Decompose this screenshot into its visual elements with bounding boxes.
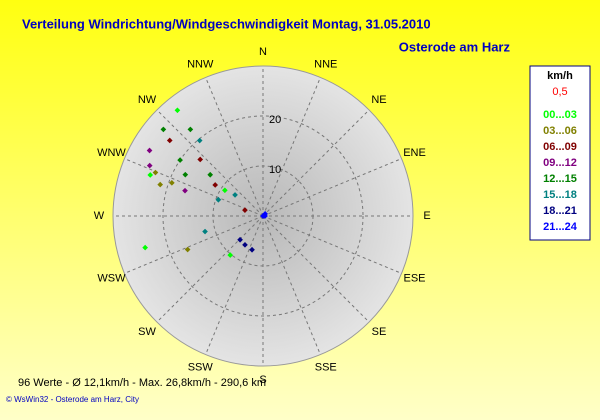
spoke <box>205 77 264 217</box>
direction-label: ESE <box>404 273 426 285</box>
spoke <box>262 215 370 323</box>
point <box>232 192 238 198</box>
direction-label: SE <box>372 326 387 338</box>
point <box>187 126 194 133</box>
legend-entry: 06...09 <box>543 141 577 153</box>
point <box>166 137 173 144</box>
legend <box>529 65 591 241</box>
point <box>157 181 164 188</box>
point <box>160 126 167 133</box>
point <box>182 171 189 178</box>
legend-entry: 15...18 <box>543 189 577 201</box>
direction-label: ENE <box>403 147 426 159</box>
direction-label: SSW <box>188 361 214 373</box>
point <box>222 187 228 194</box>
point <box>197 156 204 163</box>
point <box>177 157 183 163</box>
grid-ring <box>162 115 364 317</box>
legend-entry: 00...03 <box>543 109 577 121</box>
legend-entry: 03...06 <box>543 125 577 137</box>
point <box>227 252 234 258</box>
direction-label: W <box>94 210 105 222</box>
point <box>174 107 181 114</box>
point <box>207 171 214 178</box>
point <box>215 196 222 203</box>
point <box>146 147 153 154</box>
point <box>249 246 255 253</box>
r-tick-label: 20 <box>269 114 281 126</box>
legend-entry: 09...12 <box>543 157 577 169</box>
spoke <box>124 215 264 274</box>
chart-title: Verteilung Windrichtung/Windgeschwindigk… <box>22 16 431 31</box>
legend-calm: 0,5 <box>552 86 567 98</box>
chart-subtitle: Osterode am Harz <box>399 39 511 54</box>
point <box>242 242 248 248</box>
direction-label: SW <box>138 326 156 338</box>
spoke <box>262 215 402 274</box>
direction-label: S <box>259 374 266 386</box>
spoke <box>262 77 321 217</box>
direction-label: SSE <box>315 361 337 373</box>
point <box>147 172 154 178</box>
point <box>242 207 248 213</box>
direction-label: WSW <box>97 273 126 285</box>
spoke <box>262 109 370 217</box>
direction-label: NE <box>371 94 386 106</box>
direction-label: E <box>423 210 430 222</box>
grid-ring <box>212 165 314 267</box>
point <box>212 182 219 188</box>
spoke <box>262 215 321 355</box>
legend-entry: 12...15 <box>543 173 577 185</box>
spoke <box>124 158 264 217</box>
spoke <box>262 158 402 217</box>
r-tick-label: 10 <box>269 164 281 176</box>
point <box>196 137 203 144</box>
direction-label: NNE <box>314 58 337 70</box>
footer: © WsWin32 - Osterode am Harz, City <box>6 395 139 404</box>
point <box>237 236 243 243</box>
spoke <box>156 109 264 217</box>
legend-title: km/h <box>547 70 573 82</box>
point <box>262 211 268 217</box>
direction-label: NW <box>138 94 157 106</box>
point <box>142 244 148 251</box>
legend-entry: 21...24 <box>543 221 578 233</box>
spoke <box>205 215 264 355</box>
direction-label: N <box>259 46 267 58</box>
point <box>169 179 175 186</box>
direction-label: WNW <box>97 147 126 159</box>
point <box>182 187 188 194</box>
point <box>152 169 159 176</box>
legend-entry: 18...21 <box>543 205 577 217</box>
point <box>184 246 191 253</box>
direction-label: NNW <box>187 58 214 70</box>
stats: 96 Werte - Ø 12,1km/h - Max. 26,8km/h - … <box>18 377 266 389</box>
point <box>202 228 208 235</box>
spoke <box>156 215 264 323</box>
point <box>146 162 153 169</box>
